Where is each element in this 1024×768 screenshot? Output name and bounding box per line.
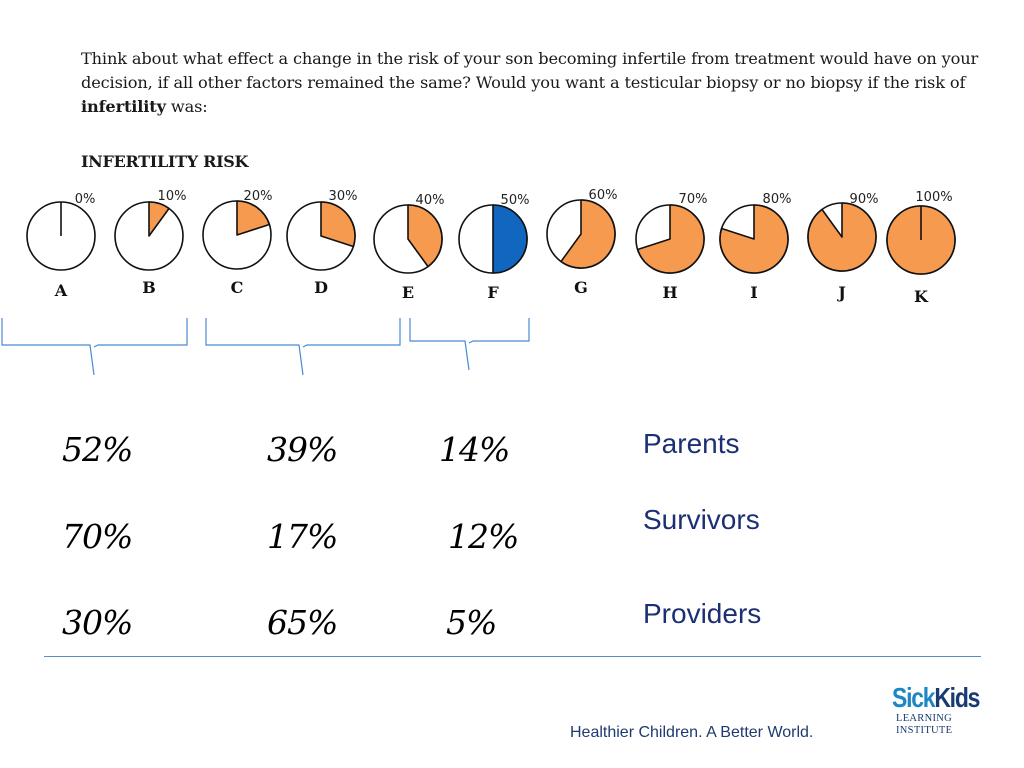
- risk-title: INFERTILITY RISK: [81, 152, 249, 171]
- pie-percent-label: 60%: [589, 188, 618, 203]
- pie-letter-label: C: [231, 278, 244, 297]
- question-text-emphasis: infertility: [81, 97, 166, 116]
- risk-pie-j: 90% J: [807, 192, 879, 302]
- pie-letter-label: F: [487, 283, 499, 302]
- parents-value-3: 14%: [439, 430, 510, 469]
- risk-pie-b: 10% B: [114, 189, 187, 297]
- question-text-start: Think about what effect a change in the …: [81, 49, 979, 92]
- pie-risk-slice: [236, 200, 271, 236]
- pie-letter-label: D: [314, 278, 328, 297]
- question-text-end: was:: [165, 97, 208, 116]
- risk-pie-i: 80% I: [719, 192, 792, 302]
- pie-letter-label: J: [836, 283, 846, 302]
- pie-layer: 0% A 10% B 20% C 30% D 40% E 50% F 60% G 70% H 80% I 90% J 1…: [26, 188, 956, 306]
- footer-divider: [44, 656, 981, 657]
- pie-risk-slice: [407, 204, 443, 268]
- pie-letter-label: H: [662, 283, 677, 302]
- pie-risk-slice: [636, 204, 705, 274]
- pie-percent-label: 70%: [679, 192, 708, 207]
- bracket-layer: [1, 318, 530, 376]
- pie-percent-label: 40%: [416, 193, 445, 208]
- pie-percent-label: 10%: [158, 189, 187, 204]
- survivors-value-2: 17%: [267, 517, 338, 556]
- risk-pie-d: 30% D: [286, 189, 358, 297]
- pie-letter-label: A: [54, 281, 68, 300]
- risk-pie-a: 0% A: [26, 192, 96, 300]
- group-bracket-2: [205, 318, 401, 376]
- survivors-value-1: 70%: [62, 517, 133, 556]
- pie-percent-label: 100%: [915, 190, 952, 205]
- pie-risk-slice: [148, 201, 170, 237]
- pie-letter-label: K: [914, 287, 929, 306]
- risk-pie-row: 0% A 10% B 20% C 30% D 40% E 50% F 60% G 70% H 80% I 90% J 1…: [1, 188, 956, 376]
- pie-letter-label: I: [750, 283, 757, 302]
- pie-risk-slice: [719, 204, 789, 274]
- logo-line-institute: INSTITUTE: [896, 725, 953, 736]
- pie-percent-label: 50%: [501, 193, 530, 208]
- logo-line-learning: LEARNING: [896, 713, 953, 724]
- pie-risk-slice: [492, 204, 528, 274]
- providers-value-1: 30%: [62, 603, 133, 642]
- logo-wordmark: SickKids: [892, 682, 980, 713]
- footer-tagline: Healthier Children. A Better World.: [570, 724, 814, 741]
- providers-value-2: 65%: [267, 603, 338, 642]
- survivors-value-3: 12%: [448, 517, 519, 556]
- parents-label: Parents: [643, 428, 740, 459]
- parents-value-2: 39%: [267, 430, 338, 469]
- pie-letter-label: G: [574, 278, 588, 297]
- pie-percent-label: 20%: [244, 189, 273, 204]
- risk-pie-h: 70% H: [635, 192, 708, 302]
- pie-risk-slice: [560, 199, 616, 269]
- group-bracket-1: [1, 318, 188, 376]
- risk-pie-k: 100% K: [886, 190, 956, 306]
- risk-pie-c: 20% C: [202, 189, 273, 297]
- providers-value-3: 5%: [446, 603, 497, 642]
- survivors-label: Survivors: [643, 504, 760, 535]
- risk-pie-e: 40% E: [373, 193, 445, 302]
- pie-percent-label: 90%: [850, 192, 879, 207]
- group-bracket-3: [409, 318, 530, 371]
- pie-risk-slice: [807, 202, 877, 272]
- pie-risk-slice: [320, 201, 356, 248]
- providers-label: Providers: [643, 598, 762, 629]
- pie-percent-label: 80%: [763, 192, 792, 207]
- pie-letter-label: B: [142, 278, 156, 297]
- risk-pie-g: 60% G: [546, 188, 618, 297]
- pie-letter-label: E: [402, 283, 414, 302]
- parents-value-1: 52%: [62, 430, 133, 469]
- pie-percent-label: 0%: [75, 192, 96, 207]
- pie-percent-label: 30%: [329, 189, 358, 204]
- question-text: Think about what effect a change in the …: [81, 47, 1006, 119]
- logo-sick: Sick: [892, 682, 936, 713]
- sickkids-logo: SickKids LEARNING INSTITUTE: [892, 683, 992, 737]
- logo-kids: Kids: [934, 682, 980, 713]
- risk-pie-f: 50% F: [458, 193, 530, 302]
